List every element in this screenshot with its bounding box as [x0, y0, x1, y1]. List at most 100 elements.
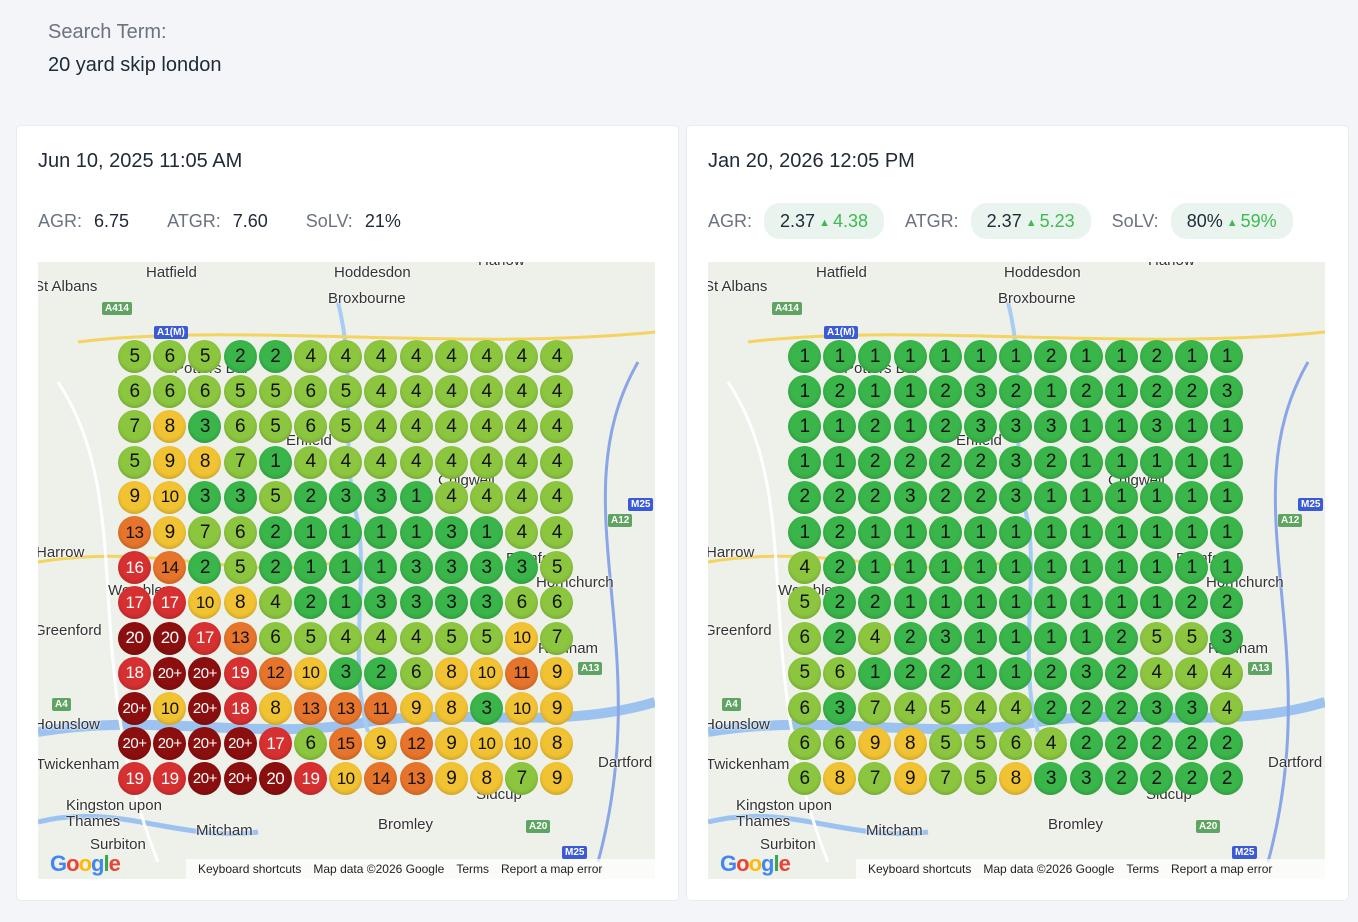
rank-pin[interactable]: 2: [1210, 586, 1244, 620]
rank-pin[interactable]: 2: [1140, 762, 1173, 796]
rank-pin[interactable]: 20+: [223, 762, 257, 796]
rank-pin[interactable]: 1: [329, 516, 363, 549]
rank-pin[interactable]: 6: [823, 656, 857, 690]
rank-pin[interactable]: 3: [1034, 762, 1068, 796]
rank-pin[interactable]: 2: [893, 621, 927, 655]
rank-pin[interactable]: 1: [1104, 480, 1138, 514]
rank-pin[interactable]: 1: [1034, 516, 1068, 549]
rank-pin[interactable]: 2: [1034, 340, 1068, 373]
rank-pin[interactable]: 3: [364, 586, 398, 620]
rank-pin[interactable]: 1: [1175, 516, 1209, 549]
rank-pin[interactable]: 4: [434, 375, 468, 409]
rank-pin[interactable]: 3: [823, 692, 857, 725]
rank-pin[interactable]: 2: [1175, 375, 1209, 409]
rank-pin[interactable]: 2: [964, 445, 997, 479]
rank-pin[interactable]: 3: [434, 551, 468, 585]
rank-pin[interactable]: 1: [1069, 516, 1103, 549]
rank-pin[interactable]: 20+: [153, 727, 187, 761]
rank-pin[interactable]: 3: [399, 551, 433, 585]
rank-pin[interactable]: 2: [1140, 375, 1173, 409]
rank-pin[interactable]: 3: [1140, 692, 1173, 725]
rank-pin[interactable]: 3: [223, 480, 257, 514]
terms-link[interactable]: Terms: [1126, 862, 1159, 876]
rank-pin[interactable]: 5: [188, 340, 222, 373]
rank-pin[interactable]: 13: [118, 516, 151, 549]
rank-pin[interactable]: 9: [893, 762, 927, 796]
rank-pin[interactable]: 14: [153, 551, 187, 585]
rank-pin[interactable]: 4: [540, 480, 574, 514]
rank-pin[interactable]: 2: [294, 480, 327, 514]
rank-pin[interactable]: 4: [999, 692, 1033, 725]
rank-pin[interactable]: 2: [823, 586, 857, 620]
rank-pin[interactable]: 2: [928, 410, 962, 444]
rank-pin[interactable]: 19: [153, 762, 187, 796]
rank-pin[interactable]: 1: [1034, 586, 1068, 620]
rank-pin[interactable]: 3: [1175, 692, 1209, 725]
rank-pin[interactable]: 1: [1069, 340, 1103, 373]
rank-pin[interactable]: 2: [258, 551, 292, 585]
rank-pin[interactable]: 1: [893, 340, 927, 373]
rank-pin[interactable]: 1: [858, 516, 892, 549]
rank-pin[interactable]: 5: [118, 340, 151, 373]
rank-pin[interactable]: 1: [1104, 551, 1138, 585]
rank-pin[interactable]: 11: [364, 692, 398, 725]
rank-pin[interactable]: 2: [928, 375, 962, 409]
rank-pin[interactable]: 2: [1210, 762, 1244, 796]
rank-pin[interactable]: 4: [540, 410, 574, 444]
rank-pin[interactable]: 3: [999, 445, 1033, 479]
rank-pin[interactable]: 5: [928, 727, 962, 761]
rank-pin[interactable]: 1: [1069, 621, 1103, 655]
rank-pin[interactable]: 4: [540, 340, 574, 373]
rank-pin[interactable]: 4: [505, 445, 539, 479]
rank-pin[interactable]: 6: [788, 727, 821, 761]
rank-pin[interactable]: 3: [893, 480, 927, 514]
rank-pin[interactable]: 1: [1140, 445, 1173, 479]
rank-pin[interactable]: 4: [505, 340, 539, 373]
rank-pin[interactable]: 20: [258, 762, 292, 796]
rank-pin[interactable]: 4: [1034, 727, 1068, 761]
rank-pin[interactable]: 6: [223, 516, 257, 549]
rank-pin[interactable]: 2: [294, 586, 327, 620]
rank-pin[interactable]: 16: [118, 551, 151, 585]
rank-pin[interactable]: 1: [329, 586, 363, 620]
rank-pin[interactable]: 6: [999, 727, 1033, 761]
rank-pin[interactable]: 1: [928, 340, 962, 373]
rank-pin[interactable]: 13: [399, 762, 433, 796]
rank-pin[interactable]: 18: [118, 656, 151, 690]
rank-pin[interactable]: 3: [999, 410, 1033, 444]
rank-pin[interactable]: 3: [470, 551, 503, 585]
report-map-error-link[interactable]: Report a map error: [1171, 862, 1273, 876]
rank-pin[interactable]: 1: [964, 551, 997, 585]
rank-pin[interactable]: 1: [1069, 445, 1103, 479]
rank-pin[interactable]: 6: [788, 621, 821, 655]
rank-pin[interactable]: 12: [258, 656, 292, 690]
rank-pin[interactable]: 10: [329, 762, 363, 796]
rank-pin[interactable]: 4: [1210, 692, 1244, 725]
rank-pin[interactable]: 1: [1175, 480, 1209, 514]
rank-pin[interactable]: 1: [858, 340, 892, 373]
rank-pin[interactable]: 1: [364, 516, 398, 549]
rank-pin[interactable]: 1: [1069, 586, 1103, 620]
rank-pin[interactable]: 3: [329, 480, 363, 514]
rank-pin[interactable]: 20+: [188, 692, 222, 725]
rank-pin[interactable]: 12: [399, 727, 433, 761]
rank-pin[interactable]: 1: [823, 410, 857, 444]
rank-pin[interactable]: 5: [258, 410, 292, 444]
rank-pin[interactable]: 1: [893, 410, 927, 444]
rank-pin[interactable]: 2: [1069, 375, 1103, 409]
rank-pin[interactable]: 2: [893, 656, 927, 690]
rank-pin[interactable]: 5: [258, 480, 292, 514]
rank-pin[interactable]: 20+: [188, 727, 222, 761]
rank-pin[interactable]: 10: [505, 621, 539, 655]
rank-pin[interactable]: 1: [1104, 586, 1138, 620]
rank-pin[interactable]: 20: [118, 621, 151, 655]
rank-pin[interactable]: 3: [1034, 410, 1068, 444]
report-map-error-link[interactable]: Report a map error: [501, 862, 603, 876]
rank-pin[interactable]: 4: [399, 445, 433, 479]
rank-pin[interactable]: 1: [1034, 375, 1068, 409]
rank-pin[interactable]: 1: [999, 340, 1033, 373]
map-view[interactable]: Hatfield St Albans Hoddesdon Harlow Broxbour…: [708, 262, 1325, 879]
rank-pin[interactable]: 5: [294, 621, 327, 655]
rank-pin[interactable]: 3: [434, 586, 468, 620]
rank-pin[interactable]: 10: [153, 480, 187, 514]
